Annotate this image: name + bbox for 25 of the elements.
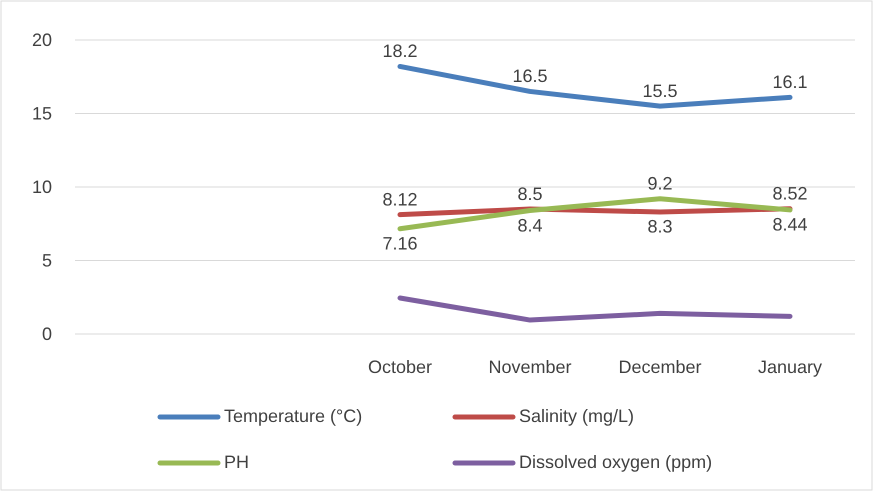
data-label: 8.3 [647, 216, 673, 237]
x-tick-label: January [758, 357, 822, 378]
data-label: 8.4 [517, 215, 543, 236]
y-tick-label: 5 [42, 250, 52, 270]
data-label: 15.5 [642, 80, 678, 101]
data-label: 8.5 [517, 184, 543, 204]
data-label: 16.1 [772, 72, 808, 92]
legend-label: Salinity (mg/L) [519, 406, 634, 426]
data-label: 7.16 [382, 234, 418, 254]
data-label: 8.12 [382, 189, 418, 210]
data-label: 8.52 [772, 184, 808, 204]
y-tick-label: 0 [42, 324, 52, 344]
data-label: 8.44 [772, 214, 808, 235]
legend-label: Temperature (°C) [224, 406, 362, 426]
data-label: 16.5 [512, 66, 548, 86]
legend-label: PH [224, 452, 250, 472]
data-label: 9.2 [647, 174, 673, 194]
y-tick-label: 20 [32, 30, 52, 50]
y-tick-label: 15 [32, 103, 52, 124]
data-label: 18.2 [382, 41, 418, 62]
y-tick-label: 10 [32, 176, 52, 197]
legend-label: Dissolved oxygen (ppm) [519, 452, 712, 472]
x-tick-label: December [618, 357, 702, 378]
x-tick-label: October [368, 357, 432, 378]
x-tick-label: November [488, 357, 572, 378]
